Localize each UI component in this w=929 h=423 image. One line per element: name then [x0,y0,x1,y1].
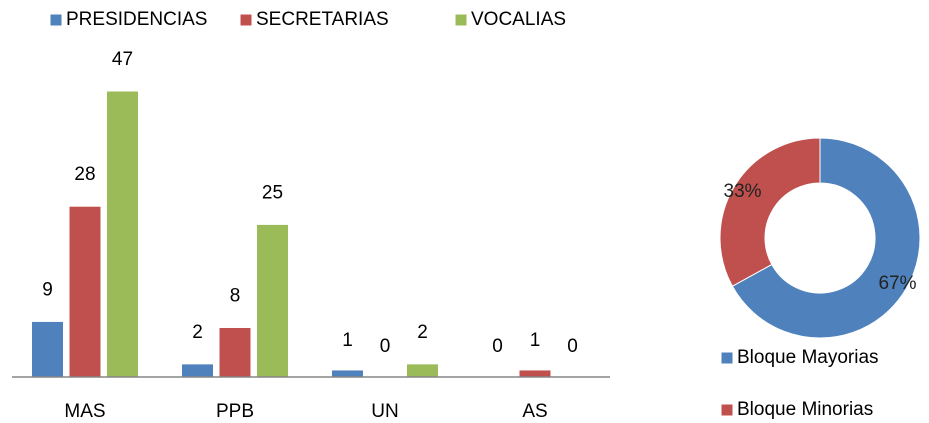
bar [32,321,63,378]
x-tick-label: MAS [64,401,105,422]
data-label: 2 [192,322,203,343]
donut-slice [719,137,821,287]
bar [519,370,551,378]
data-label: 1 [342,330,353,351]
legend-swatch [720,403,734,417]
legend-label: PRESIDENCIAS [66,9,207,30]
data-label: 0 [567,336,578,357]
bar [407,364,438,378]
donut-slice [731,137,921,339]
legend-swatch [720,351,734,365]
x-tick-label: AS [522,401,547,422]
data-label: 8 [230,286,241,307]
data-label: 25 [262,182,283,203]
legend-label: SECRETARIAS [256,9,389,30]
legend-label: Bloque Minorias [737,399,873,420]
data-label: 33% [724,181,762,202]
bar [332,370,363,378]
data-label: 47 [112,49,133,70]
legend-label: VOCALIAS [471,9,566,30]
x-tick-label: PPB [216,401,254,422]
bar [182,364,213,378]
bar [107,91,138,378]
bar [69,206,101,378]
data-label: 9 [42,279,53,300]
legend-swatch [454,13,468,27]
data-label: 1 [530,330,541,351]
data-label: 0 [492,336,503,357]
legend-swatch [49,13,63,27]
data-label: 28 [74,164,95,185]
legend-label: Bloque Mayorias [737,347,879,368]
legend-swatch [239,13,253,27]
bar [257,224,288,378]
x-tick-label: UN [371,401,398,422]
bar [219,327,251,378]
data-label: 67% [878,273,916,294]
data-label: 0 [380,336,391,357]
data-label: 2 [417,322,428,343]
